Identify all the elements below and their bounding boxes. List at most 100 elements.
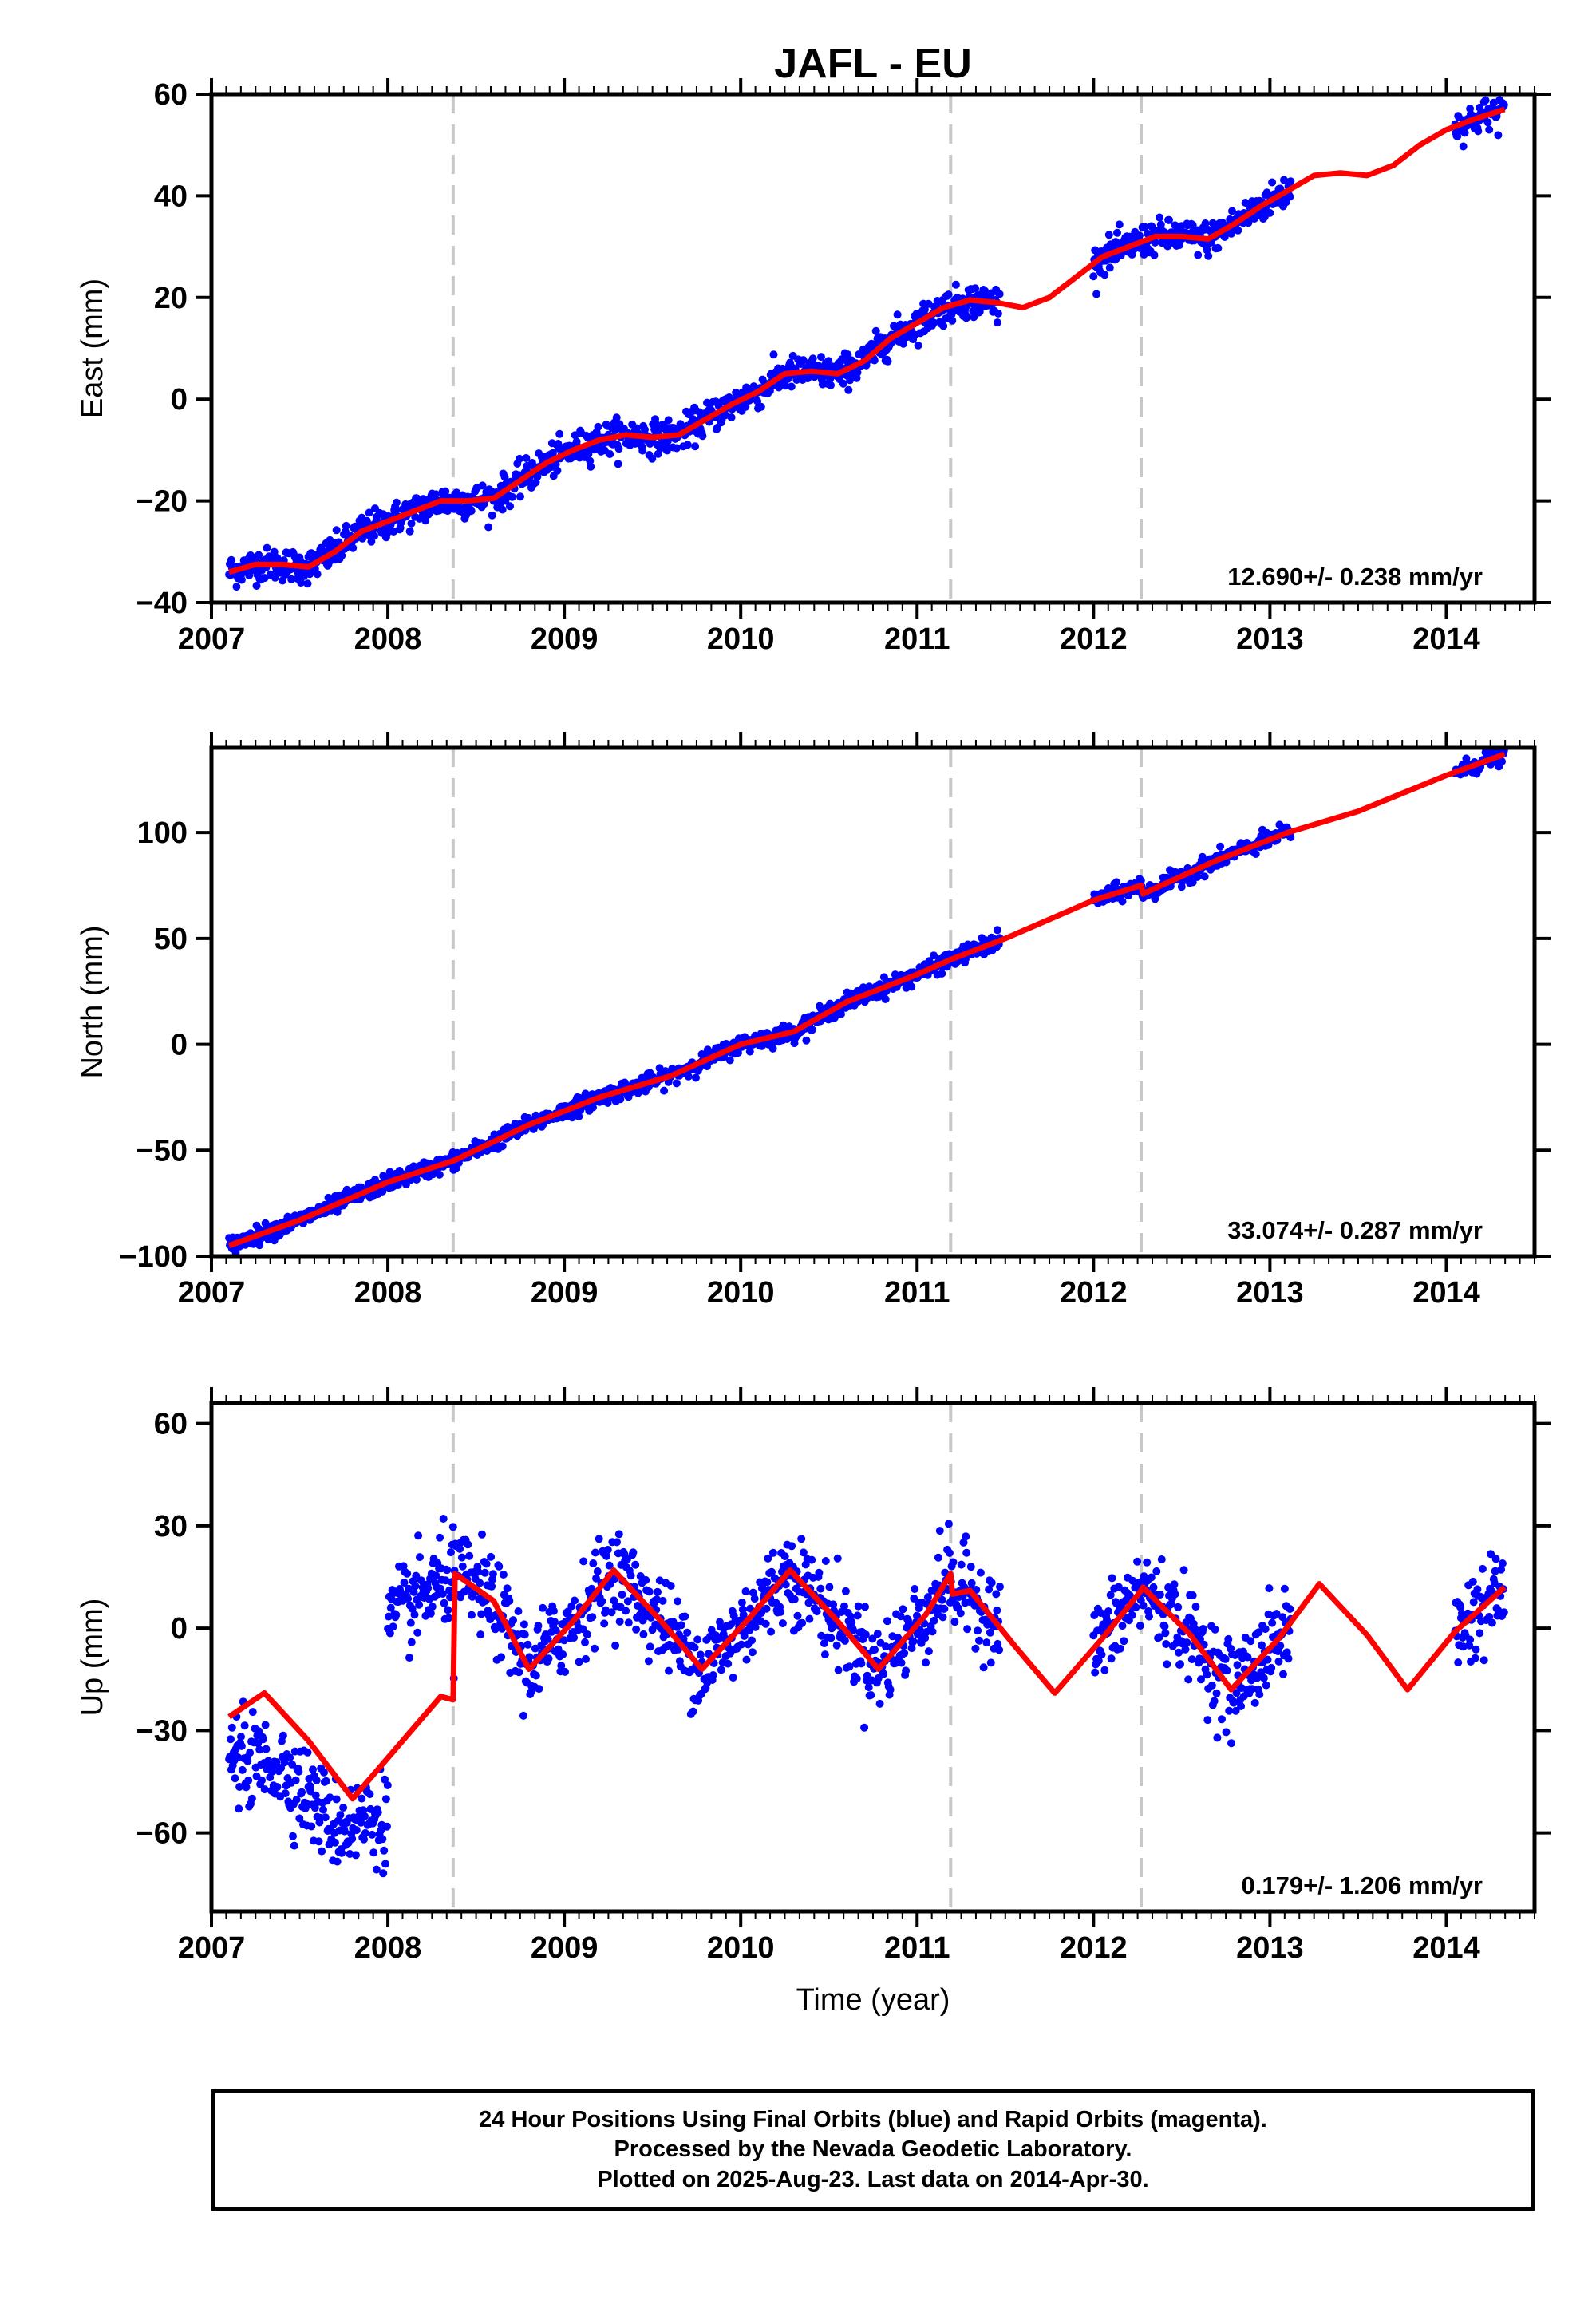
data-point [849,1626,858,1634]
data-point [839,379,847,388]
data-point [1112,878,1121,887]
x-tick-label: 2009 [531,1931,598,1965]
data-point [629,1548,638,1557]
data-point [259,1735,267,1744]
data-point [1474,127,1483,136]
data-point [883,1617,891,1626]
data-point [381,1860,389,1868]
data-point [516,454,524,463]
x-tick-label: 2014 [1412,1931,1480,1965]
data-point [235,1783,244,1791]
data-point [805,1614,814,1623]
data-point [468,1611,476,1619]
data-point [607,1608,616,1617]
data-point [255,1727,263,1736]
data-point [974,1626,982,1635]
data-point [313,570,322,579]
data-point [310,1804,319,1812]
data-point [644,1657,653,1666]
data-point [592,1574,600,1583]
data-point [1136,1622,1144,1630]
data-point [982,1638,991,1647]
data-point [1248,1685,1256,1694]
data-point [235,1804,243,1813]
data-point [515,1668,523,1677]
data-point [342,521,350,530]
data-point [600,1619,609,1628]
data-point [745,1047,754,1056]
data-point [286,1753,294,1762]
data-point [1103,1615,1111,1624]
data-point [352,1826,361,1835]
data-point [748,1648,757,1657]
data-point [690,1643,699,1652]
data-point [734,1049,742,1057]
data-point [1460,128,1469,137]
data-point [745,1626,754,1634]
data-point [1089,272,1098,281]
data-point [1286,1605,1294,1613]
data-point [768,1548,777,1557]
data-point [793,1611,802,1620]
data-point [902,1666,911,1675]
data-point [1118,897,1127,906]
data-point [616,1095,625,1104]
data-point [799,1548,808,1557]
data-point [535,1685,543,1694]
data-point [411,1582,420,1591]
y-tick-label: 100 [137,816,188,850]
data-point [1476,103,1484,112]
y-tick-label: 60 [154,78,188,112]
data-point [788,1542,796,1551]
data-point [840,1636,849,1645]
data-point [944,1520,953,1528]
data-point [319,1805,327,1814]
data-point [379,1869,388,1878]
data-point [557,1662,566,1670]
data-point [852,1674,861,1683]
data-point [288,1760,296,1769]
data-point [717,1666,725,1674]
data-point [945,1548,954,1557]
data-point [1149,1583,1158,1591]
data-point [1223,1666,1231,1675]
data-point [260,1785,269,1794]
data-point [405,527,414,536]
data-point [247,1794,256,1803]
data-point [357,1818,365,1827]
rate-label: 33.074+/- 0.287 mm/yr [1227,1216,1483,1244]
data-point [378,1835,387,1844]
data-point [1498,757,1506,766]
data-point [280,1758,289,1767]
data-point [322,1777,330,1785]
data-point [314,1837,323,1846]
data-point [815,362,824,371]
model-line-east [228,106,1506,575]
data-point [864,1683,873,1692]
data-point [1188,878,1197,887]
data-point [498,1142,507,1151]
data-point [405,1654,413,1662]
data-point [938,1613,947,1622]
data-point [646,1642,654,1651]
x-tick-label: 2013 [1236,622,1304,656]
data-point [1487,1618,1496,1627]
data-point [967,1579,976,1587]
data-point [944,290,953,299]
data-point [868,1634,877,1643]
data-point [520,1630,529,1639]
data-point [820,1639,828,1648]
data-point [1187,1655,1196,1664]
x-tick-label: 2012 [1060,1931,1128,1965]
data-point [589,1103,597,1112]
data-point [1152,1567,1161,1575]
x-tick-label: 2011 [884,1931,950,1965]
data-point [924,1647,933,1656]
data-point [289,1832,297,1840]
data-point [508,492,516,501]
y-tick-label: −60 [136,1817,188,1851]
data-point [478,481,487,490]
data-point [414,1531,423,1540]
data-point [279,1731,287,1740]
data-point [432,490,440,499]
